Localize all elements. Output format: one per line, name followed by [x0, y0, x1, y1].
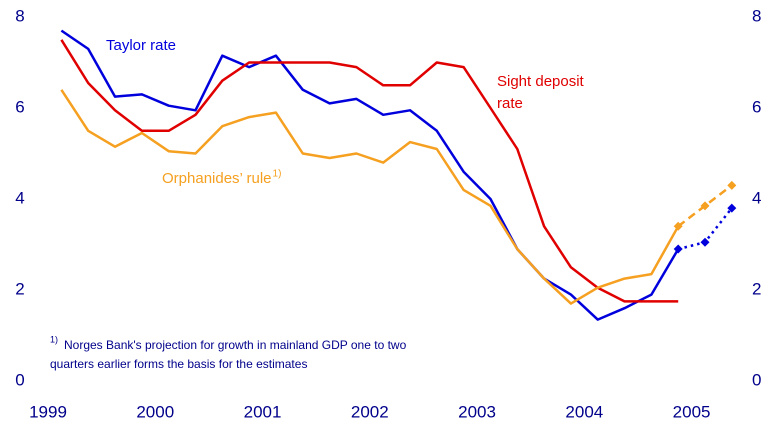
x-tick-label: 2001 [244, 402, 282, 421]
y-tick-label: 2 [15, 279, 24, 298]
x-tick-label: 2005 [673, 402, 711, 421]
y2-tick-label: 2 [752, 279, 761, 298]
note-marker: 1) [273, 169, 282, 180]
footnote: Norges Bank's projection for growth in m… [64, 338, 407, 352]
projection-marker [727, 180, 737, 190]
y2-tick-label: 6 [752, 97, 761, 116]
note-marker: 1) [50, 334, 58, 344]
x-tick-label: 2000 [136, 402, 174, 421]
y-tick-label: 0 [15, 370, 24, 389]
footnote: quarters earlier forms the basis for the… [50, 357, 307, 371]
x-tick-label: 2004 [565, 402, 603, 421]
y2-tick-label: 0 [752, 370, 761, 389]
series-line [60, 89, 680, 305]
y2-tick-label: 4 [752, 188, 761, 207]
y-tick-label: 8 [15, 6, 24, 25]
y-tick-label: 6 [15, 97, 24, 116]
series-label: Orphanides’ rule [162, 170, 272, 187]
y-tick-label: 4 [15, 188, 24, 207]
x-tick-label: 2003 [458, 402, 496, 421]
projection-marker [700, 201, 710, 211]
projection-marker [700, 237, 710, 247]
x-tick-label: 2002 [351, 402, 389, 421]
series-label: Taylor rate [106, 37, 176, 54]
projection-marker [673, 244, 683, 254]
series-line [60, 39, 679, 303]
x-tick-label: 1999 [29, 402, 67, 421]
series-line [60, 29, 680, 321]
series-label: Sight deposit rate [497, 73, 588, 112]
projection-marker [673, 221, 683, 231]
projection-marker [727, 203, 737, 213]
y2-tick-label: 8 [752, 6, 761, 25]
